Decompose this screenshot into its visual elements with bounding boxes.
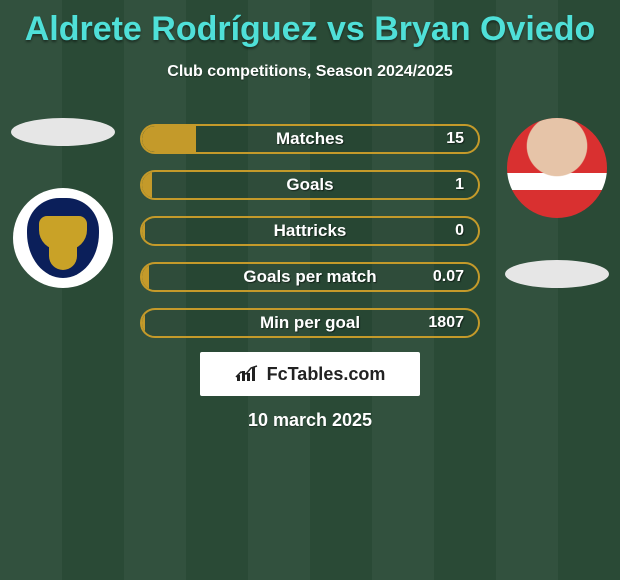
- bar-chart-icon: [235, 365, 261, 383]
- stat-row-hattricks: Hattricks 0: [140, 216, 480, 246]
- stat-row-goals-per-match: Goals per match 0.07: [140, 262, 480, 292]
- page-title: Aldrete Rodríguez vs Bryan Oviedo: [0, 0, 620, 49]
- stat-value: 0: [455, 218, 464, 244]
- stat-label: Matches: [142, 126, 478, 152]
- right-player-avatar: [507, 118, 607, 218]
- date-text: 10 march 2025: [0, 410, 620, 431]
- right-player-column: [502, 118, 612, 288]
- stat-row-goals: Goals 1: [140, 170, 480, 200]
- brand-link[interactable]: FcTables.com: [200, 352, 420, 396]
- stat-label: Goals per match: [142, 264, 478, 290]
- stat-value: 15: [446, 126, 464, 152]
- left-player-column: [8, 118, 118, 288]
- left-player-placeholder-oval: [11, 118, 115, 146]
- stat-row-matches: Matches 15: [140, 124, 480, 154]
- pumas-logo-icon: [27, 198, 99, 278]
- subtitle: Club competitions, Season 2024/2025: [0, 63, 620, 81]
- stat-value: 1807: [428, 310, 464, 336]
- stat-label: Goals: [142, 172, 478, 198]
- brand-text: FcTables.com: [267, 364, 386, 385]
- stat-row-min-per-goal: Min per goal 1807: [140, 308, 480, 338]
- player-face-icon: [507, 118, 607, 218]
- stat-value: 0.07: [433, 264, 464, 290]
- stat-value: 1: [455, 172, 464, 198]
- left-player-club-logo: [13, 188, 113, 288]
- stat-label: Hattricks: [142, 218, 478, 244]
- right-player-placeholder-oval: [505, 260, 609, 288]
- stats-comparison: Matches 15 Goals 1 Hattricks 0 Goals per…: [140, 124, 480, 354]
